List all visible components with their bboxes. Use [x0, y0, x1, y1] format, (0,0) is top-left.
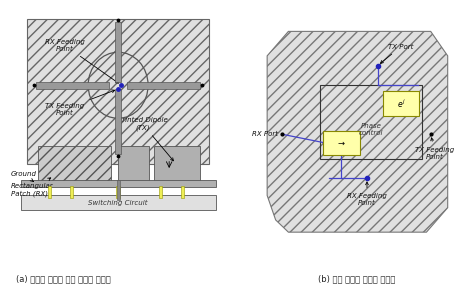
Bar	[21, 196, 216, 210]
Bar	[127, 82, 200, 89]
Bar	[38, 147, 111, 181]
Text: Printed Dipole
(TX): Printed Dipole (TX)	[118, 117, 173, 161]
Bar	[181, 186, 184, 198]
Bar	[320, 85, 422, 159]
Bar	[21, 180, 216, 187]
Bar	[159, 186, 162, 198]
Bar	[70, 186, 73, 198]
Text: RX Feeding
Point: RX Feeding Point	[347, 182, 387, 206]
FancyBboxPatch shape	[323, 131, 360, 155]
Text: (a) 이종의 구조를 갖는 송수신 안테나: (a) 이종의 구조를 갖는 송수신 안테나	[17, 274, 111, 283]
Text: Phase
control: Phase control	[359, 123, 383, 136]
Bar	[154, 147, 200, 181]
Bar	[117, 180, 120, 200]
Bar	[117, 186, 120, 198]
Text: (b) 복합 편파용 송수신 안테나: (b) 복합 편파용 송수신 안테나	[318, 274, 395, 283]
Text: RX Port: RX Port	[252, 131, 278, 137]
Bar	[115, 89, 121, 154]
Bar	[36, 82, 110, 89]
Bar	[48, 186, 51, 198]
FancyBboxPatch shape	[383, 91, 419, 116]
Bar	[118, 147, 149, 181]
Text: TX Feeding
Point: TX Feeding Point	[415, 138, 455, 160]
Bar	[115, 22, 121, 82]
Text: TX Feeding
Point: TX Feeding Point	[45, 90, 115, 116]
Text: Rectangular
Patch (RX): Rectangular Patch (RX)	[10, 178, 53, 197]
Text: Ground: Ground	[10, 171, 36, 181]
Text: $e^j$: $e^j$	[396, 97, 405, 110]
Text: Switching Circuit: Switching Circuit	[88, 200, 148, 206]
Text: RX Feeding
Point: RX Feeding Point	[45, 39, 118, 83]
Text: $\rightarrow$: $\rightarrow$	[337, 138, 346, 147]
Polygon shape	[267, 31, 447, 232]
Bar	[27, 19, 209, 164]
Text: TX Port: TX Port	[380, 44, 413, 63]
